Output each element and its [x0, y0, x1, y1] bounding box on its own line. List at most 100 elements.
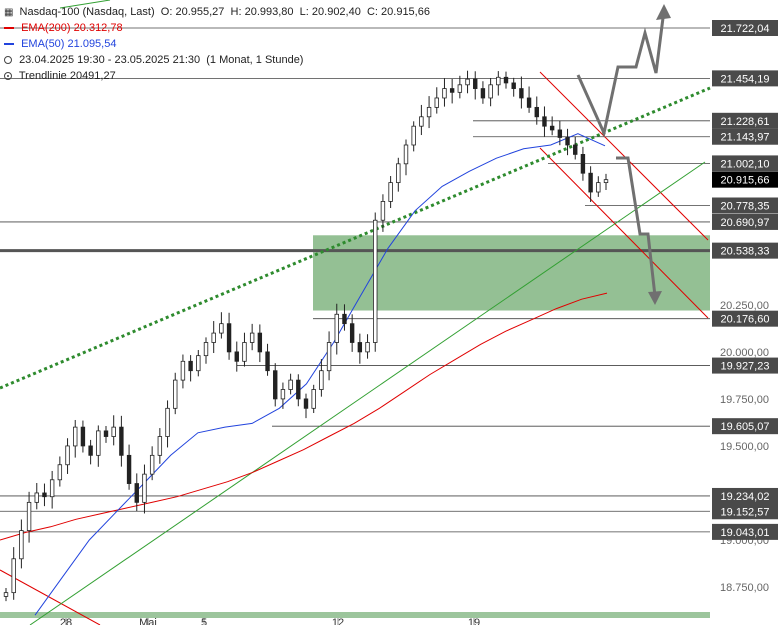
legend-ema200[interactable]: EMA(200) 20.312,78	[4, 21, 123, 35]
candle-body	[96, 430, 101, 456]
candles-icon: ▦	[4, 7, 14, 18]
candle-body	[42, 492, 47, 498]
level-badge	[712, 310, 778, 327]
candle	[249, 323, 255, 351]
level-badge-label: 21.143,97	[721, 132, 770, 144]
candle	[519, 76, 524, 109]
level-badge-label: 19.927,23	[721, 361, 770, 373]
candle-body	[180, 360, 186, 381]
candle	[303, 393, 309, 419]
symbol-title: Nasdaq-100 (Nasdaq, Last)	[19, 6, 155, 18]
candle-body	[173, 379, 178, 409]
level-badge-label: 21.454,19	[721, 73, 770, 85]
candle	[434, 87, 439, 114]
candle	[319, 359, 324, 397]
candle	[203, 337, 209, 364]
high-label: H:	[230, 6, 242, 18]
candle	[396, 157, 401, 192]
candle-body	[349, 323, 355, 343]
candle	[411, 121, 416, 152]
legend-ema50[interactable]: EMA(50) 21.095,54	[4, 37, 116, 51]
candle	[542, 106, 547, 137]
close-value: 20.915,66	[381, 6, 430, 18]
level-badge	[712, 523, 778, 540]
candle	[342, 304, 347, 331]
candle	[580, 146, 586, 181]
candle	[296, 374, 301, 407]
candle-body	[234, 351, 239, 362]
candle-body	[134, 483, 139, 503]
candle-body	[203, 342, 209, 357]
candle-body	[249, 332, 255, 343]
candle-body	[380, 201, 386, 221]
candle-body	[57, 464, 63, 481]
candle	[419, 104, 424, 136]
channel-lower-line	[539, 147, 709, 319]
candle	[457, 75, 463, 99]
level-badge-label: 19.605,07	[721, 421, 770, 433]
trend-line-top	[59, 0, 111, 9]
candle-body	[596, 182, 601, 193]
candle-body	[149, 454, 155, 475]
candle	[3, 587, 9, 602]
level-badge	[712, 242, 778, 259]
candle-body	[196, 355, 201, 372]
candle	[211, 321, 216, 354]
candle	[226, 312, 232, 360]
bottom-band	[0, 612, 710, 618]
candle-body	[319, 370, 324, 390]
candle	[80, 420, 86, 453]
candle	[257, 324, 263, 363]
y-tick-label: 19.750,00	[720, 394, 769, 406]
candle-body	[334, 313, 339, 343]
low-label: L:	[299, 6, 309, 18]
candle-body	[311, 389, 316, 409]
candle	[349, 314, 355, 352]
candle	[73, 419, 78, 458]
candle	[526, 86, 532, 113]
candle-body	[565, 137, 570, 146]
candle	[19, 519, 24, 569]
ema200-label: EMA(200)	[21, 22, 71, 34]
trendline-icon	[4, 72, 12, 80]
level-badge-label: 20.778,35	[721, 200, 770, 212]
candle-body	[303, 398, 309, 409]
candle	[34, 482, 39, 510]
open-label: O:	[160, 6, 173, 18]
legend-trendline[interactable]: Trendlinie 20491,27	[4, 69, 116, 83]
level-badge	[712, 487, 778, 504]
low-value: 20.902,40	[311, 6, 361, 18]
candle-body	[388, 182, 393, 202]
candle	[311, 384, 316, 414]
candle-body	[3, 592, 9, 597]
candle-body	[103, 430, 109, 437]
candle	[403, 139, 409, 176]
clock-icon	[4, 56, 12, 64]
level-badge	[712, 357, 778, 374]
candle	[511, 77, 516, 97]
candle-body	[73, 426, 78, 447]
level-badge-label: 21.002,10	[721, 158, 770, 170]
candle-body	[49, 479, 55, 498]
candle-body	[88, 445, 93, 456]
x-tick-label: 5	[201, 617, 207, 625]
candle-body	[373, 219, 378, 343]
candle-body	[403, 144, 409, 165]
level-badge-label: 19.043,01	[721, 527, 770, 539]
candle	[449, 78, 455, 104]
level-badge-label: 20.538,33	[721, 246, 770, 258]
candle	[165, 400, 170, 448]
ema200-line	[0, 292, 608, 541]
candle-body	[257, 332, 263, 353]
candle-body	[157, 436, 163, 456]
level-badge	[712, 503, 778, 520]
candle	[11, 547, 16, 600]
candle	[557, 120, 563, 146]
candle	[326, 331, 332, 381]
candle	[180, 354, 186, 389]
candle	[196, 350, 201, 377]
candle	[465, 70, 470, 94]
trendline-label: Trendlinie	[18, 70, 67, 82]
